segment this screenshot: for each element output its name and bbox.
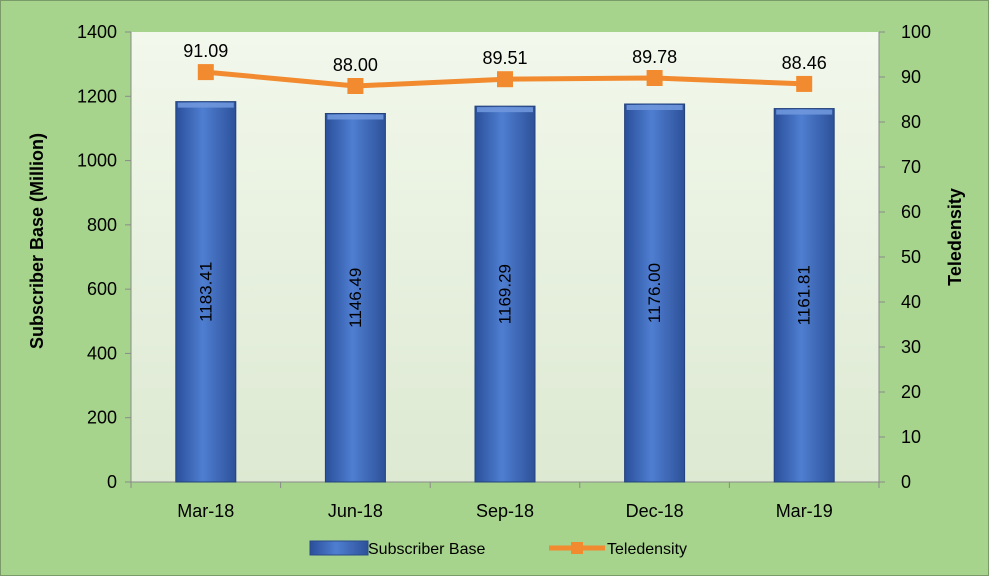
- bar-top-bevel: [177, 102, 234, 108]
- bar: [175, 101, 237, 483]
- line-value-label: 89.78: [632, 47, 677, 67]
- y2-tick-label: 30: [901, 337, 921, 357]
- x-tick-label: Sep-18: [476, 501, 534, 521]
- y-tick-label: 400: [87, 343, 117, 363]
- line-point: [197, 64, 214, 81]
- x-tick-label: Mar-19: [776, 501, 833, 521]
- y2-tick-label: 80: [901, 112, 921, 132]
- bar-value-label: 1161.81: [795, 265, 814, 325]
- y2-axis-ticks: 0 10 20 30 40 50 60 70 80 90 100: [879, 22, 931, 492]
- legend: Subscriber Base Teledensity: [309, 540, 687, 558]
- bar: [773, 108, 835, 483]
- legend-label-teledensity: Teledensity: [607, 541, 687, 558]
- x-tick-label: Dec-18: [626, 501, 684, 521]
- line-point: [796, 75, 813, 92]
- legend-label-subscriber-base: Subscriber Base: [368, 541, 485, 558]
- y-tick-label: 1200: [77, 86, 117, 106]
- legend-marker-teledensity: [571, 542, 583, 554]
- x-axis-ticks: Mar-18 Jun-18 Sep-18 Dec-18 Mar-19: [130, 482, 880, 521]
- y2-tick-label: 10: [901, 427, 921, 447]
- y-tick-label: 600: [87, 279, 117, 299]
- line-point: [646, 69, 663, 86]
- legend-swatch-subscriber-base: [309, 540, 369, 556]
- x-tick-label: Jun-18: [328, 501, 383, 521]
- line-value-label: 88.00: [333, 55, 378, 75]
- y-axis-title: Subscriber Base (Million): [27, 133, 47, 349]
- x-tick-label: Mar-18: [177, 501, 234, 521]
- y-tick-label: 0: [107, 472, 117, 492]
- y-tick-label: 1400: [77, 22, 117, 42]
- y2-tick-label: 70: [901, 157, 921, 177]
- line-value-label: 91.09: [183, 41, 228, 61]
- bar-top-bevel: [327, 114, 384, 120]
- y-tick-label: 200: [87, 408, 117, 428]
- bar: [474, 105, 536, 483]
- bar: [624, 103, 686, 483]
- y-axis-ticks: 0 200 400 600 800 1000 1200 1400: [77, 22, 131, 492]
- bar-value-label: 1176.00: [645, 263, 664, 323]
- line-value-label: 88.46: [782, 53, 827, 73]
- bar-top-bevel: [626, 105, 683, 110]
- bar-top-bevel: [477, 107, 533, 113]
- y2-tick-label: 90: [901, 67, 921, 87]
- line-series: 91.09 88.00 89.51 89.78 88.46: [183, 41, 827, 94]
- line-value-label: 89.51: [482, 48, 527, 68]
- line-point: [497, 71, 513, 88]
- y2-axis-title: Teledensity: [945, 188, 965, 286]
- bar-top-bevel: [776, 109, 833, 115]
- y2-tick-label: 0: [901, 472, 911, 492]
- bar-value-label: 1183.41: [196, 262, 215, 322]
- y2-tick-label: 100: [901, 22, 931, 42]
- y2-tick-label: 20: [901, 382, 921, 402]
- bar-value-label: 1146.49: [346, 268, 365, 328]
- bar-value-label: 1169.29: [496, 264, 515, 324]
- y2-tick-label: 60: [901, 202, 921, 222]
- line-point: [347, 78, 364, 94]
- y2-tick-label: 40: [901, 292, 921, 312]
- bar-series: 1183.41 1146.49 1169.29 1176.00 1161.81: [175, 101, 835, 483]
- y-tick-label: 1000: [77, 151, 117, 171]
- y2-tick-label: 50: [901, 247, 921, 267]
- y-tick-label: 800: [87, 215, 117, 235]
- bar: [324, 112, 386, 483]
